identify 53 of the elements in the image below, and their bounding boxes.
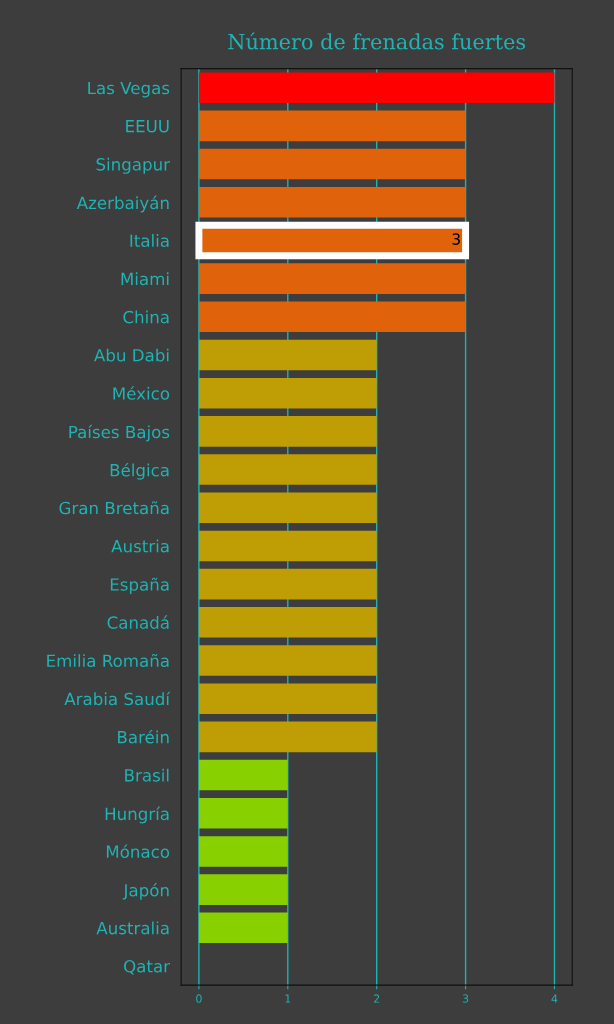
x-tick-label: 1 bbox=[285, 994, 291, 1003]
y-tick-label: EEUU bbox=[126, 120, 169, 133]
bar bbox=[198, 874, 288, 905]
x-tick-label: 3 bbox=[462, 994, 469, 1003]
bar bbox=[198, 186, 466, 218]
bar bbox=[198, 416, 377, 447]
y-tick-label: Emilia Romaña bbox=[47, 653, 169, 668]
y-tick-label: Brasil bbox=[125, 768, 169, 782]
y-tick-label: Países Bajos bbox=[69, 424, 170, 442]
y-tick-label: Hungría bbox=[105, 806, 169, 824]
bar bbox=[198, 530, 377, 562]
y-tick-label: China bbox=[123, 310, 169, 324]
bar bbox=[198, 492, 377, 524]
y-tick-label: Bélgica bbox=[110, 462, 169, 480]
bar bbox=[198, 683, 377, 714]
bar bbox=[198, 607, 377, 638]
y-tick-label: Mónaco bbox=[106, 844, 170, 858]
bar bbox=[198, 759, 288, 791]
y-tick-label: Australia bbox=[96, 921, 169, 935]
bar bbox=[198, 263, 466, 294]
y-tick-label: Singapur bbox=[96, 157, 171, 174]
y-tick-label: Las Vegas bbox=[88, 81, 170, 98]
y-tick-label: Italia bbox=[130, 234, 169, 248]
y-tick-label: Japón bbox=[122, 882, 169, 900]
chart-title: Número de frenadas fuertes bbox=[228, 32, 526, 50]
y-tick-label: España bbox=[110, 577, 169, 595]
y-tick-label: Azerbaiyán bbox=[76, 195, 169, 213]
y-tick-label: Canadá bbox=[107, 615, 169, 629]
y-tick-label: Miami bbox=[121, 272, 169, 286]
y-tick-label: Qatar bbox=[124, 959, 171, 975]
x-tick-label: 2 bbox=[373, 994, 380, 1003]
bar bbox=[198, 645, 377, 676]
bar bbox=[198, 377, 377, 409]
y-tick-label: Austria bbox=[111, 539, 169, 553]
y-tick-label: México bbox=[113, 386, 170, 400]
y-tick-label: Arabia Saudí bbox=[64, 691, 171, 706]
bar bbox=[198, 912, 288, 944]
bar bbox=[198, 110, 466, 142]
y-tick-label: Abu Dabi bbox=[94, 348, 169, 362]
bar bbox=[198, 721, 377, 753]
bar bbox=[198, 568, 377, 600]
bar bbox=[198, 301, 466, 333]
data-label: 3 bbox=[452, 233, 460, 245]
y-tick-label: Gran Bretaña bbox=[59, 501, 169, 515]
x-tick-label: 0 bbox=[196, 994, 202, 1003]
bar bbox=[198, 72, 555, 103]
bar bbox=[198, 339, 377, 371]
bar bbox=[198, 454, 377, 485]
bar bbox=[198, 148, 466, 180]
y-tick-label: Baréin bbox=[118, 729, 169, 744]
x-tick-label: 4 bbox=[551, 994, 558, 1003]
bar bbox=[198, 836, 288, 867]
bar bbox=[198, 797, 288, 829]
